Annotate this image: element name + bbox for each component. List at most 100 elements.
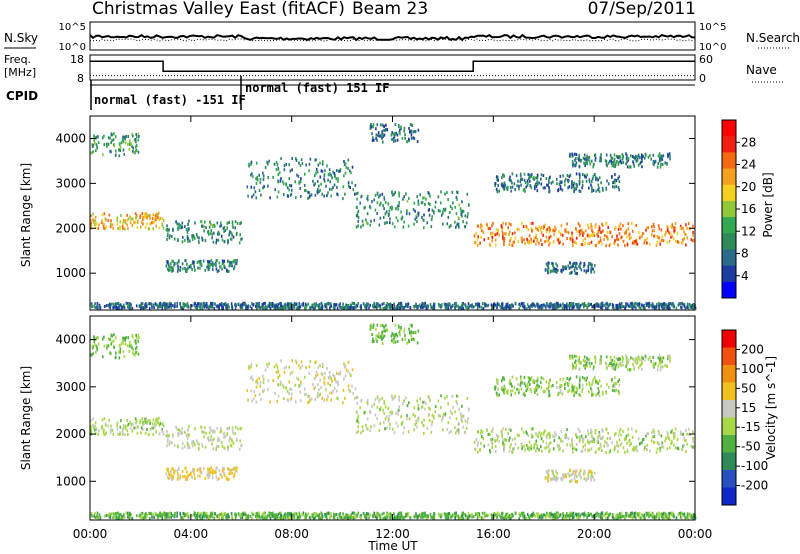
power-point bbox=[187, 222, 189, 226]
power-point bbox=[171, 259, 173, 263]
velocity-point bbox=[323, 383, 326, 387]
power-point bbox=[137, 132, 140, 136]
power-colorbar-cell bbox=[722, 265, 736, 283]
power-point bbox=[299, 305, 302, 309]
velocity-point bbox=[483, 444, 485, 448]
velocity-point bbox=[403, 330, 405, 334]
velocity-point bbox=[170, 469, 172, 473]
power-point bbox=[227, 303, 229, 307]
power-point bbox=[612, 185, 614, 189]
power-point bbox=[234, 226, 236, 230]
power-point bbox=[597, 234, 599, 238]
power-point bbox=[403, 126, 406, 130]
power-point bbox=[629, 305, 631, 308]
velocity-point bbox=[586, 364, 588, 368]
power-point bbox=[340, 306, 342, 309]
power-point bbox=[426, 221, 429, 225]
velocity-point bbox=[495, 433, 498, 437]
power-point bbox=[383, 128, 385, 132]
power-point bbox=[567, 231, 570, 235]
power-point bbox=[96, 306, 99, 310]
power-point bbox=[383, 302, 385, 306]
velocity-point bbox=[416, 425, 418, 429]
power-point bbox=[146, 222, 148, 226]
power-point bbox=[570, 301, 572, 305]
velocity-point bbox=[113, 346, 116, 349]
velocity-point bbox=[131, 346, 133, 350]
power-point bbox=[315, 171, 317, 175]
power-point bbox=[375, 133, 378, 137]
power-point bbox=[410, 136, 413, 140]
power-point bbox=[460, 212, 462, 216]
power-point bbox=[375, 136, 377, 140]
velocity-point bbox=[519, 377, 522, 381]
velocity-point bbox=[627, 359, 629, 363]
power-point bbox=[514, 231, 516, 235]
power-point bbox=[145, 212, 148, 216]
velocity-point bbox=[511, 438, 514, 442]
power-point bbox=[382, 204, 384, 208]
power-point bbox=[562, 265, 564, 269]
power-point bbox=[125, 301, 128, 305]
velocity-point bbox=[512, 447, 514, 451]
power-point bbox=[494, 184, 496, 188]
power-point bbox=[491, 236, 494, 239]
power-point bbox=[353, 302, 356, 305]
power-point bbox=[417, 128, 420, 132]
power-point bbox=[575, 265, 577, 269]
power-point bbox=[641, 156, 643, 160]
power-point bbox=[256, 175, 258, 179]
nave-label: Nave bbox=[746, 63, 777, 77]
power-point bbox=[579, 176, 581, 180]
power-point bbox=[670, 224, 672, 228]
velocity-point bbox=[119, 350, 121, 354]
power-point bbox=[399, 128, 401, 132]
power-point bbox=[617, 176, 619, 180]
power-point bbox=[102, 153, 104, 157]
velocity-point bbox=[213, 437, 215, 441]
velocity-point bbox=[384, 329, 386, 333]
velocity-point bbox=[145, 417, 148, 421]
power-point bbox=[569, 261, 572, 265]
power-point bbox=[235, 233, 238, 237]
nsearch-right-tick-bottom: 10^0 bbox=[699, 42, 726, 53]
velocity-point bbox=[379, 323, 382, 327]
velocity-point bbox=[391, 427, 394, 431]
power-point bbox=[260, 305, 263, 309]
power-point bbox=[145, 215, 147, 219]
power-point bbox=[551, 269, 554, 273]
velocity-point bbox=[587, 429, 589, 433]
velocity-point bbox=[554, 478, 557, 482]
power-point bbox=[615, 184, 618, 188]
power-point bbox=[339, 169, 341, 173]
velocity-point bbox=[111, 340, 113, 344]
power-point bbox=[675, 240, 677, 243]
velocity-point bbox=[186, 441, 189, 445]
velocity-point bbox=[652, 428, 655, 432]
power-point bbox=[496, 306, 498, 310]
velocity-point bbox=[632, 364, 635, 368]
power-point bbox=[661, 157, 664, 161]
power-point bbox=[529, 174, 531, 178]
power-point bbox=[613, 157, 616, 161]
power-point bbox=[494, 238, 497, 242]
power-point bbox=[614, 239, 616, 243]
power-point bbox=[585, 156, 588, 160]
power-point bbox=[673, 305, 675, 309]
power-point bbox=[509, 239, 511, 243]
power-point bbox=[657, 224, 660, 228]
velocity-point bbox=[171, 474, 174, 478]
power-point bbox=[601, 222, 603, 226]
velocity-point bbox=[617, 365, 620, 369]
velocity-point bbox=[626, 356, 628, 360]
power-point bbox=[547, 267, 550, 271]
velocity-point bbox=[530, 376, 533, 380]
power-point bbox=[231, 223, 234, 227]
velocity-point bbox=[204, 476, 207, 480]
power-point bbox=[571, 238, 574, 242]
power-point bbox=[590, 270, 593, 274]
power-point bbox=[574, 186, 576, 190]
power-point bbox=[564, 265, 567, 269]
power-point bbox=[277, 306, 280, 310]
power-point bbox=[415, 304, 417, 308]
